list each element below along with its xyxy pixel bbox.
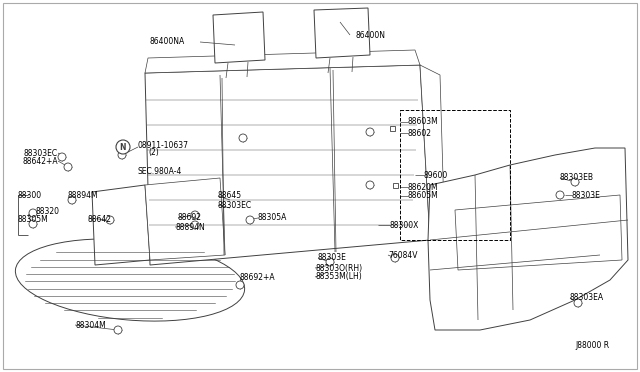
Text: 88303E: 88303E: [572, 190, 601, 199]
Text: 08911-10637: 08911-10637: [138, 141, 189, 150]
Circle shape: [58, 153, 66, 161]
Circle shape: [391, 254, 399, 262]
Circle shape: [366, 128, 374, 136]
Circle shape: [571, 178, 579, 186]
Text: 88300: 88300: [18, 192, 42, 201]
Text: 88303EC: 88303EC: [24, 148, 58, 157]
Text: 88303O(RH): 88303O(RH): [315, 263, 362, 273]
Text: 88304M: 88304M: [75, 321, 106, 330]
Circle shape: [574, 299, 582, 307]
Text: 88605M: 88605M: [408, 192, 439, 201]
Polygon shape: [428, 148, 628, 330]
Polygon shape: [145, 50, 420, 73]
Text: 88620M: 88620M: [408, 183, 438, 192]
Text: 88303EC: 88303EC: [218, 201, 252, 209]
Bar: [400, 110, 510, 240]
Text: 88305A: 88305A: [258, 214, 287, 222]
Bar: [390, 125, 394, 131]
Text: 88894M: 88894M: [68, 192, 99, 201]
Circle shape: [118, 151, 126, 159]
Text: 88642: 88642: [88, 215, 112, 224]
Text: SEC.980A-4: SEC.980A-4: [138, 167, 182, 176]
Text: (2): (2): [148, 148, 159, 157]
Text: 86400N: 86400N: [355, 31, 385, 39]
Text: 88603M: 88603M: [408, 118, 439, 126]
Circle shape: [191, 221, 199, 229]
Circle shape: [556, 191, 564, 199]
Text: 88645: 88645: [218, 192, 242, 201]
Text: 88320: 88320: [36, 206, 60, 215]
Text: 88642+A: 88642+A: [22, 157, 58, 166]
Circle shape: [246, 216, 254, 224]
Text: 88305M: 88305M: [18, 215, 49, 224]
Text: 86400NA: 86400NA: [150, 38, 185, 46]
Text: 88692+A: 88692+A: [240, 273, 276, 282]
Text: N: N: [120, 142, 126, 151]
Text: 88303EB: 88303EB: [560, 173, 594, 183]
Polygon shape: [455, 195, 622, 270]
Text: 88300X: 88300X: [390, 221, 419, 230]
Text: 88602: 88602: [408, 128, 432, 138]
Text: 89600: 89600: [424, 170, 448, 180]
Circle shape: [106, 216, 114, 224]
Ellipse shape: [15, 239, 244, 321]
Circle shape: [114, 326, 122, 334]
Text: 88894N: 88894N: [175, 222, 205, 231]
Text: 76084V: 76084V: [388, 250, 417, 260]
Polygon shape: [420, 65, 445, 245]
Polygon shape: [145, 178, 225, 260]
Circle shape: [239, 134, 247, 142]
Polygon shape: [314, 8, 370, 58]
Circle shape: [68, 196, 76, 204]
Circle shape: [64, 163, 72, 171]
Circle shape: [29, 220, 37, 228]
Circle shape: [191, 211, 199, 219]
Polygon shape: [145, 65, 430, 265]
Text: 88353M(LH): 88353M(LH): [315, 273, 362, 282]
Text: J88000 R: J88000 R: [575, 340, 609, 350]
Circle shape: [236, 281, 244, 289]
Text: 88692: 88692: [178, 214, 202, 222]
Text: 88303EA: 88303EA: [570, 294, 604, 302]
Text: 88303E: 88303E: [318, 253, 347, 263]
Bar: [392, 183, 397, 187]
Circle shape: [366, 181, 374, 189]
Polygon shape: [92, 185, 150, 265]
Polygon shape: [213, 12, 265, 63]
Circle shape: [326, 258, 334, 266]
Circle shape: [116, 140, 130, 154]
Circle shape: [29, 209, 37, 217]
